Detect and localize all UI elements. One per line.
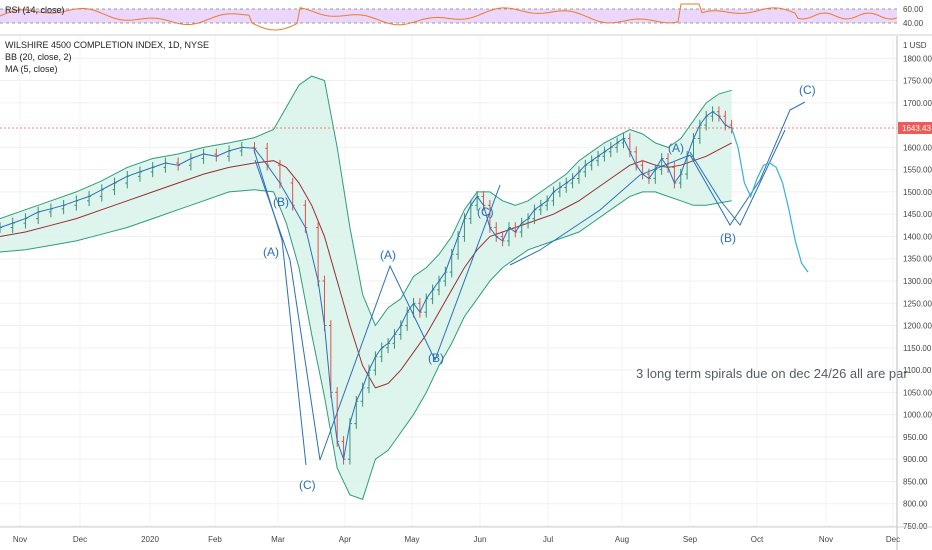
current-price-tag (898, 122, 932, 135)
rsi-line (0, 3, 898, 31)
annotation-note: 3 long term spirals due on dec 24/26 all… (636, 366, 908, 381)
x-tick-label: Apr (339, 535, 352, 544)
x-tick-label: Aug (615, 535, 629, 544)
x-tick-label: Nov (13, 535, 27, 544)
x-tick-label: Jun (474, 535, 487, 544)
y-tick-label: 1250.00 (903, 299, 932, 308)
rsi-panel: RSI (14, close) 60.00 40.00 (0, 0, 924, 33)
x-tick-label: 2020 (141, 535, 159, 544)
bollinger-lower-line (0, 189, 732, 500)
projected-path-line (731, 128, 809, 273)
elliott-wave-drawings (253, 101, 806, 466)
y-tick-label: 1200.00 (903, 322, 932, 331)
y-tick-label: 800.00 (903, 500, 928, 509)
x-tick-label: Feb (208, 535, 222, 544)
wave-label-b-1: (B) (273, 195, 289, 209)
y-tick-label: 1150.00 (903, 344, 932, 353)
wave-label-b-2: (B) (428, 351, 444, 365)
indicator-ma-label: MA (5, close) (5, 64, 58, 74)
y-tick-label: 1100.00 (903, 366, 932, 375)
wave-label-b-3: (B) (720, 231, 736, 245)
rsi-band (0, 9, 897, 23)
wave-label-a-3: (A) (668, 141, 684, 155)
wave-label-a-2: (A) (380, 248, 396, 262)
x-tick-label: Mar (271, 535, 285, 544)
y-tick-label: 850.00 (903, 477, 928, 486)
y-tick-label: 1600.00 (903, 143, 932, 152)
y-tick-label: 1750.00 (903, 77, 932, 86)
wave-label-c-2: (C) (477, 205, 494, 219)
rsi-label: RSI (14, close) (5, 5, 65, 15)
x-tick-label: Sep (683, 535, 698, 544)
time-axis: Nov Dec 2020 Feb Mar Apr May Jun Jul Aug Sep Oct Nov… (0, 526, 932, 544)
y-tick-label: 1450.00 (903, 210, 932, 219)
x-tick-label: Dec (73, 535, 87, 544)
y-tick-label: 1550.00 (903, 166, 932, 175)
x-tick-label: Jul (543, 535, 553, 544)
x-tick-label: Dec (886, 535, 900, 544)
y-tick-label: 900.00 (903, 455, 928, 464)
rsi-level-60: 60.00 (903, 5, 924, 14)
price-axis: 1 USD 1800.001750.001700.001650.001600.0… (896, 36, 932, 550)
wave-label-c-1: (C) (299, 478, 316, 492)
wave-label-a-1: (A) (263, 245, 279, 259)
y-tick-label: 1050.00 (903, 388, 932, 397)
wave-trendline-1 (253, 149, 307, 466)
bollinger-upper-line (0, 75, 732, 327)
y-tick-label: 1800.00 (903, 54, 932, 63)
currency-tick: 1 USD (903, 41, 927, 50)
x-tick-label: May (404, 535, 419, 544)
y-tick-label: 1300.00 (903, 277, 932, 286)
main-price-panel: WILSHIRE 4500 COMPLETION INDEX, 1D, NYSE… (0, 36, 908, 527)
x-tick-label: Oct (751, 535, 764, 544)
y-tick-label: 1350.00 (903, 255, 932, 264)
bollinger-basis-line (0, 142, 732, 389)
current-price-value: 1643.43 (902, 124, 931, 133)
wave-trendline-3 (509, 101, 806, 266)
y-tick-label: 1700.00 (903, 99, 932, 108)
wave-trendline-4 (689, 129, 786, 226)
y-tick-label: 1500.00 (903, 188, 932, 197)
bollinger-band-fill (0, 76, 732, 500)
rsi-level-40: 40.00 (903, 19, 924, 28)
moving-average-line (0, 111, 732, 462)
y-tick-label: 1400.00 (903, 232, 932, 241)
y-tick-label: 950.00 (903, 433, 928, 442)
wave-label-c-3: (C) (799, 83, 816, 97)
indicator-bb-label: BB (20, close, 2) (5, 52, 72, 62)
x-tick-label: Nov (819, 535, 833, 544)
chart-title: WILSHIRE 4500 COMPLETION INDEX, 1D, NYSE (5, 40, 209, 50)
wave-trendline-2 (254, 159, 501, 461)
y-tick-label: 1000.00 (903, 411, 932, 420)
